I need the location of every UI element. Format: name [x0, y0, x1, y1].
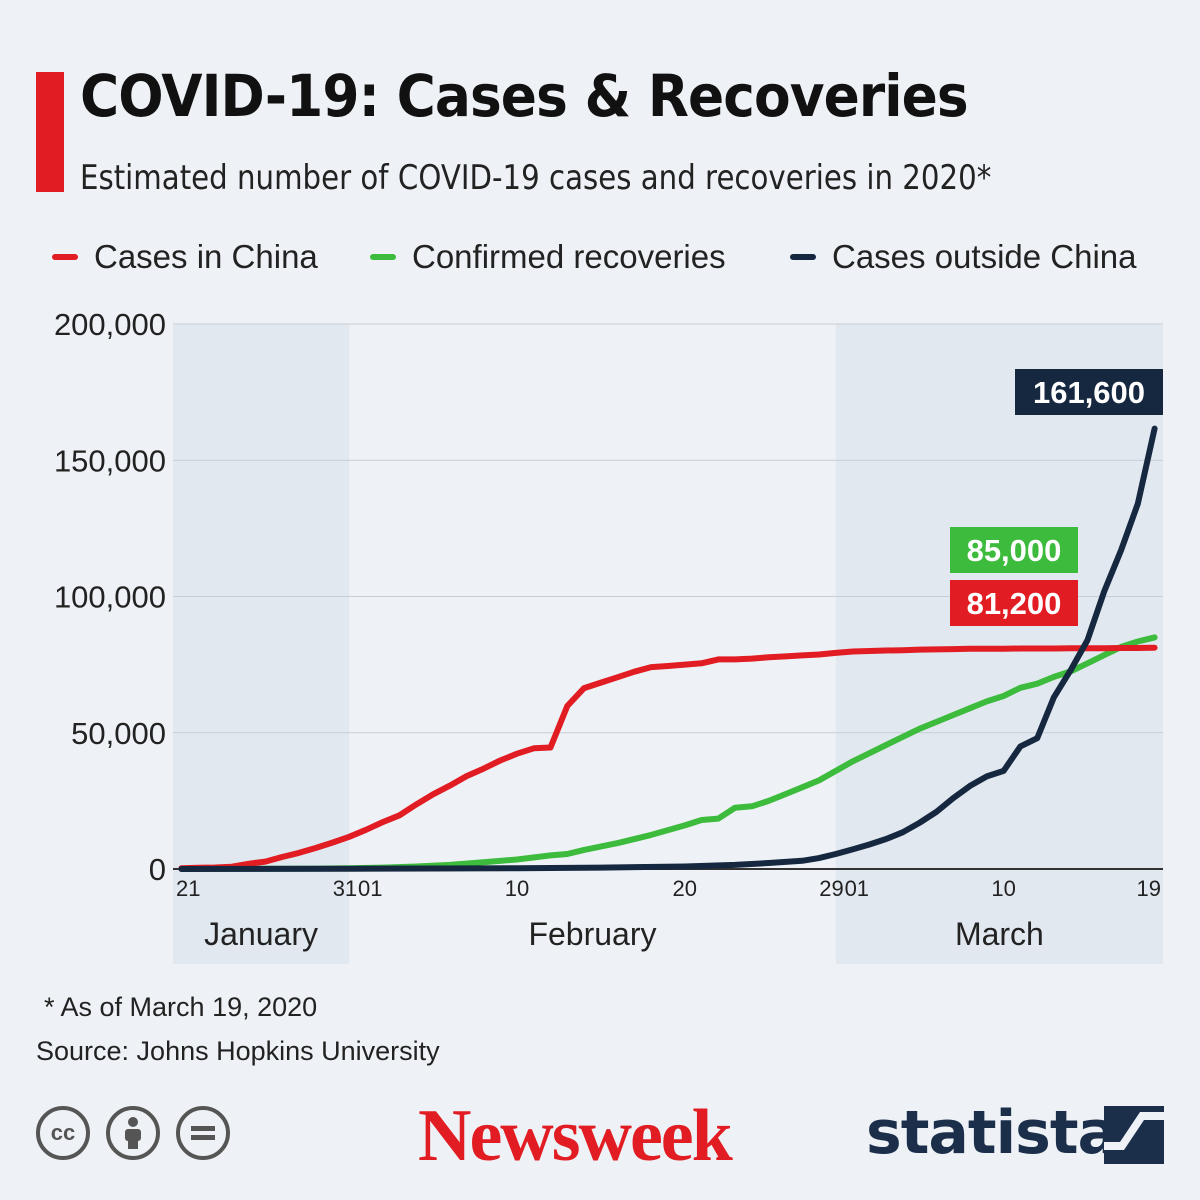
y-tick-label: 0	[149, 852, 166, 887]
legend: Cases in China Confirmed recoveries Case…	[0, 238, 1200, 282]
end-label-box	[950, 580, 1078, 626]
no-derivatives-icon[interactable]	[176, 1106, 230, 1160]
series-line-outside	[178, 425, 1158, 872]
x-tick-label: 29	[819, 876, 843, 901]
footnote: * As of March 19, 2020	[44, 992, 318, 1022]
series-line-china	[178, 644, 1158, 872]
end-label-china: 81,200	[950, 580, 1078, 626]
end-label-recoveries: 85,000	[950, 527, 1078, 573]
title-accent-bar	[36, 72, 64, 192]
source-note: Source: Johns Hopkins University	[36, 1036, 440, 1066]
legend-item-outside: Cases outside China	[790, 238, 1137, 276]
legend-swatch-china	[52, 254, 78, 260]
legend-swatch-outside	[790, 254, 816, 260]
y-tick-label: 150,000	[54, 443, 166, 478]
end-label-value: 81,200	[967, 586, 1062, 621]
x-tick-label: 01	[845, 876, 869, 901]
x-tick-label: 21	[176, 876, 200, 901]
month-label-february: February	[528, 916, 656, 952]
x-tick-label: 10	[505, 876, 529, 901]
series-line-recoveries	[178, 634, 1158, 872]
x-tick-label: 10	[991, 876, 1015, 901]
end-label-box	[950, 527, 1078, 573]
month-label-march: March	[955, 916, 1044, 952]
x-tick-label: 01	[358, 876, 382, 901]
x-tick-label: 19	[1137, 876, 1161, 901]
y-tick-label: 50,000	[71, 716, 166, 751]
chart-title: COVID-19: Cases & Recoveries	[80, 62, 969, 130]
legend-item-recoveries: Confirmed recoveries	[370, 238, 726, 276]
legend-label-outside: Cases outside China	[832, 238, 1137, 275]
legend-item-china: Cases in China	[52, 238, 318, 276]
newsweek-logo[interactable]: Newsweek	[418, 1095, 733, 1177]
month-label-january: January	[204, 916, 318, 952]
legend-swatch-recoveries	[370, 254, 396, 260]
x-tick-label: 20	[673, 876, 697, 901]
chart-subtitle: Estimated number of COVID-19 cases and r…	[80, 158, 992, 198]
month-band-march	[835, 324, 1163, 964]
end-label-outside: 161,600	[1015, 369, 1163, 415]
statista-logo[interactable]: statista	[866, 1098, 1118, 1168]
end-label-box	[1015, 369, 1163, 415]
month-band-january	[173, 324, 350, 964]
statista-mark-icon	[1104, 1106, 1164, 1164]
legend-label-recoveries: Confirmed recoveries	[412, 238, 726, 275]
cc-icon[interactable]: cc	[36, 1106, 90, 1160]
end-label-value: 161,600	[1033, 375, 1145, 410]
license-icons: cc	[36, 1106, 230, 1160]
end-label-value: 85,000	[967, 533, 1062, 568]
attribution-icon[interactable]	[106, 1106, 160, 1160]
legend-label-china: Cases in China	[94, 238, 318, 275]
y-tick-label: 100,000	[54, 580, 166, 615]
x-tick-label: 31	[333, 876, 357, 901]
y-tick-label: 200,000	[54, 307, 166, 342]
